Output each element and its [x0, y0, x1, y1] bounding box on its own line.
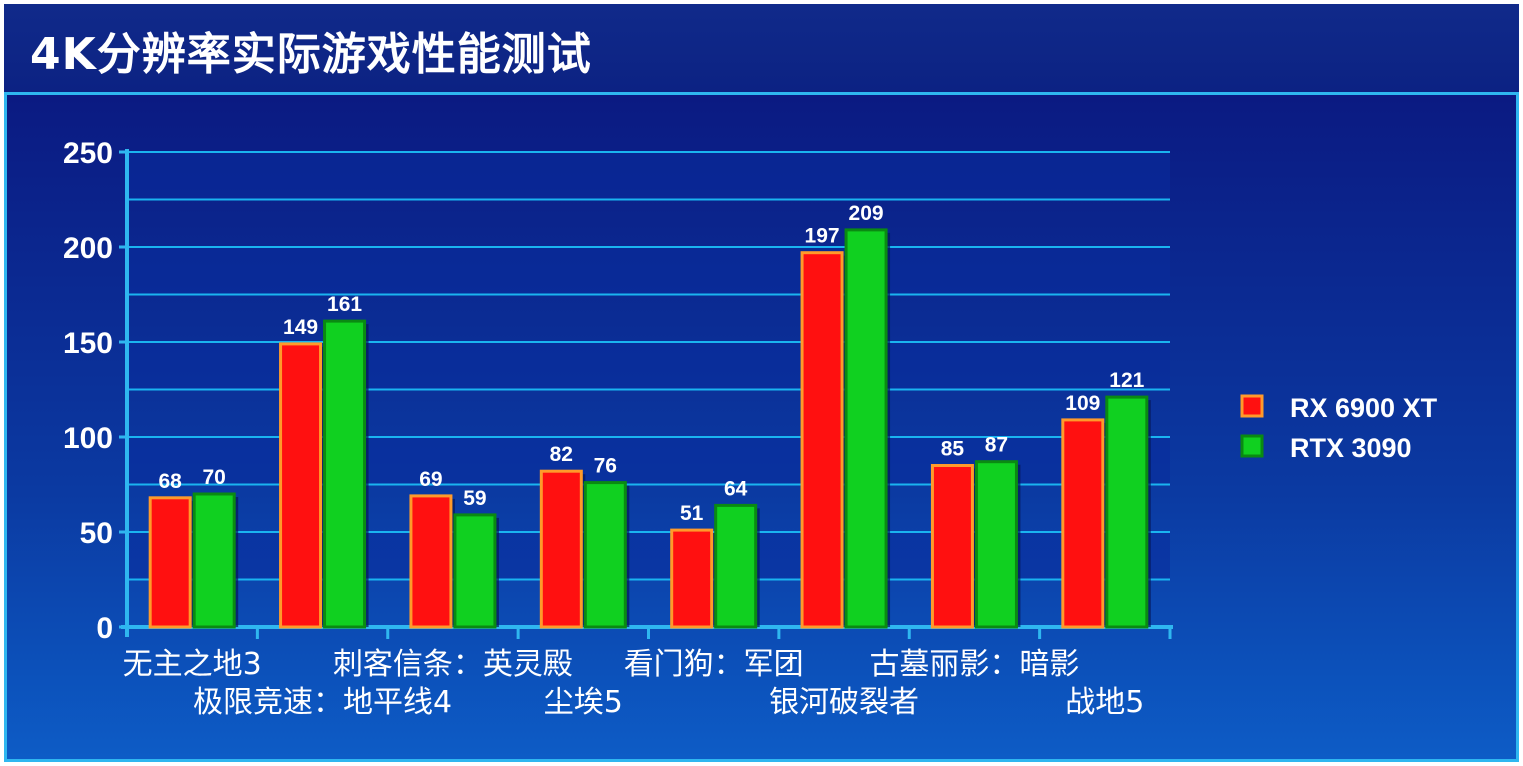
data-label: 85 — [941, 438, 965, 461]
grid-band — [127, 152, 1170, 200]
data-label: 69 — [419, 468, 442, 491]
bar-rtx3090 — [974, 460, 1018, 629]
data-label: 121 — [1109, 369, 1144, 392]
chart-title: 4K分辨率实际游戏性能测试 — [30, 29, 592, 80]
bar-rtx3090 — [453, 513, 497, 629]
legend-label: RX 6900 XT — [1290, 393, 1438, 423]
data-label: 109 — [1065, 392, 1100, 415]
legend-swatch — [1240, 394, 1264, 418]
y-tick-label: 200 — [63, 232, 113, 265]
bar-chart: 0 50 100 150 200 250 68 70 149 161 69 59 82 76 51 64 197… — [63, 137, 1438, 720]
y-tick-label: 100 — [63, 422, 113, 455]
x-category-label: 古墓丽影：暗影 — [869, 647, 1079, 682]
data-label: 59 — [463, 487, 486, 510]
y-tick-label: 0 — [96, 612, 113, 645]
bar-rx6900xt — [409, 494, 453, 629]
legend-swatch — [1240, 434, 1264, 458]
y-tick-label: 50 — [80, 517, 113, 550]
bar-rx6900xt — [800, 251, 844, 629]
bar-rtx3090 — [844, 228, 888, 629]
x-category-label: 银河破裂者 — [769, 685, 919, 720]
data-label: 68 — [159, 470, 183, 493]
x-category-label: 战地5 — [1065, 685, 1144, 720]
data-label: 70 — [203, 466, 226, 489]
bar-rx6900xt — [930, 464, 974, 629]
bar-rx6900xt — [539, 469, 583, 629]
bar-rx6900xt — [148, 496, 192, 629]
data-label: 51 — [680, 502, 704, 525]
chart-frame: 4K分辨率实际游戏性能测试 0 50 100 150 200 250 68 70 149 161 6… — [4, 4, 1519, 762]
legend-label: RTX 3090 — [1290, 433, 1412, 463]
bar-rtx3090 — [1105, 395, 1149, 629]
x-category-label: 看门狗：军团 — [624, 647, 804, 682]
data-label: 82 — [550, 443, 573, 466]
bar-rtx3090 — [323, 319, 367, 629]
plot-panel: 0 50 100 150 200 250 68 70 149 161 69 59 82 76 51 64 197… — [4, 95, 1519, 762]
bar-rx6900xt — [279, 342, 323, 629]
x-category-label: 尘埃5 — [544, 685, 623, 720]
x-category-label: 无主之地3 — [123, 647, 262, 682]
bar-rx6900xt — [1061, 418, 1105, 629]
data-label: 64 — [724, 477, 748, 500]
bar-rtx3090 — [714, 503, 758, 629]
data-label: 149 — [283, 316, 318, 339]
data-label: 76 — [594, 455, 617, 478]
data-label: 197 — [805, 225, 840, 248]
x-category-label: 极限竞速：地平线4 — [193, 685, 452, 720]
data-label: 87 — [985, 434, 1008, 457]
title-bar: 4K分辨率实际游戏性能测试 — [4, 4, 1519, 95]
x-category-label: 刺客信条：英灵殿 — [333, 647, 573, 682]
y-tick-label: 150 — [63, 327, 113, 360]
bar-rx6900xt — [670, 528, 714, 629]
data-label: 209 — [849, 202, 884, 225]
grid-band — [127, 247, 1170, 295]
data-label: 161 — [327, 293, 362, 316]
y-tick-label: 250 — [63, 137, 113, 170]
bar-rtx3090 — [583, 481, 627, 629]
bar-rtx3090 — [192, 492, 236, 629]
